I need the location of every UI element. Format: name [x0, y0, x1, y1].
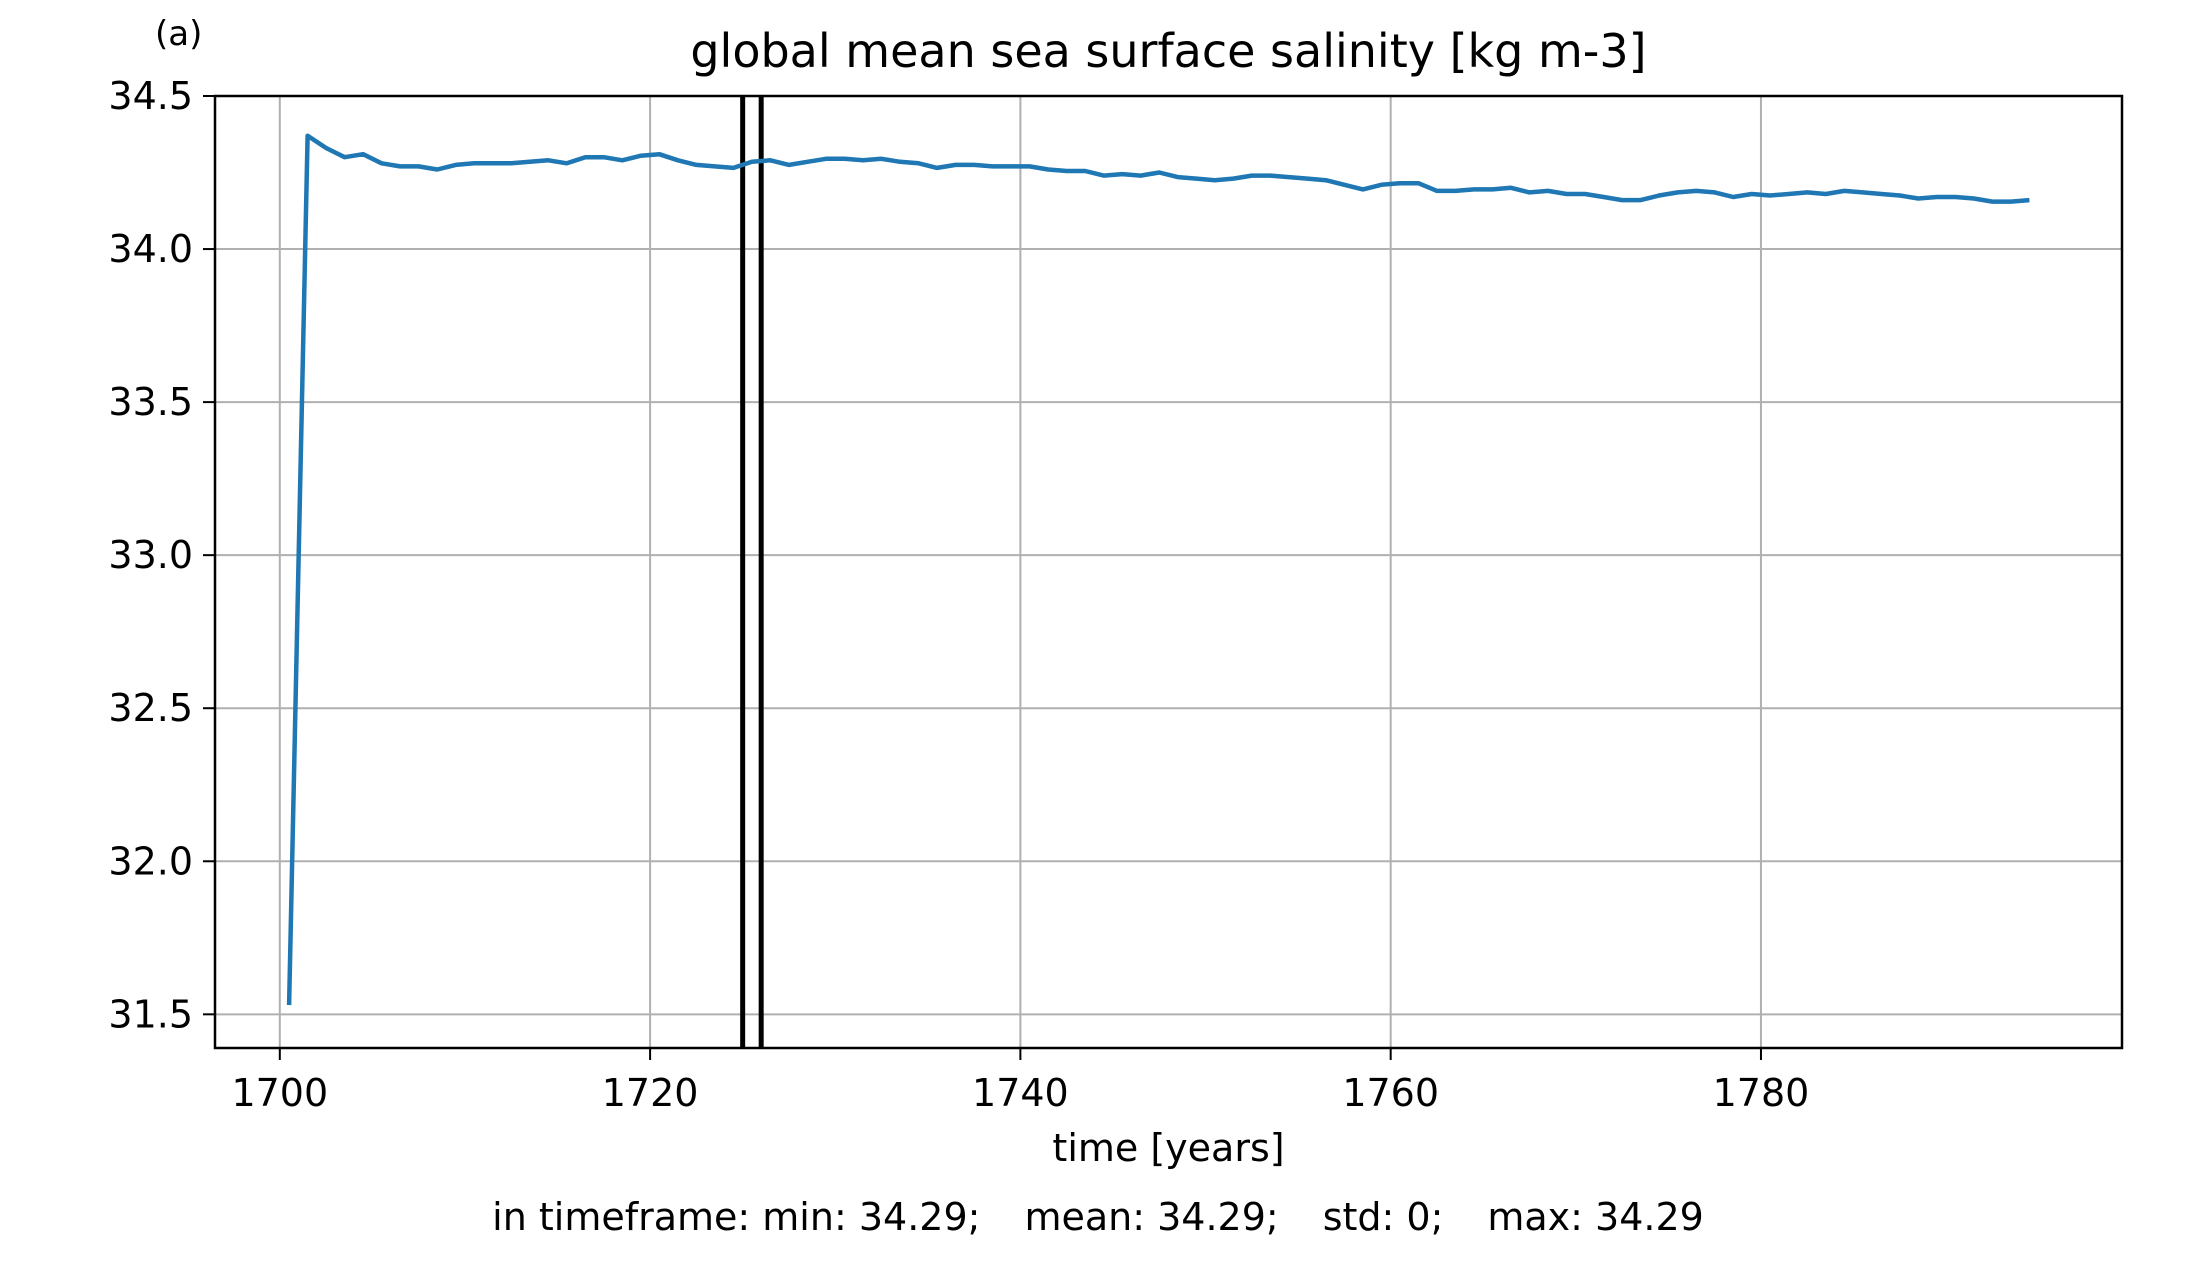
- panel-label: (a): [155, 14, 203, 54]
- axes-frame: [213, 94, 2124, 1050]
- y-tick-label: 31.5: [108, 992, 193, 1036]
- y-tick-label: 33.0: [108, 533, 193, 577]
- grid: [215, 95, 2122, 1048]
- chart-title: global mean sea surface salinity [kg m-3…: [690, 24, 1646, 78]
- x-tick-label: 1700: [231, 1071, 328, 1115]
- vertical-markers: [740, 96, 764, 1048]
- series: [286, 133, 2030, 1006]
- y-tick-label: 32.5: [108, 686, 193, 730]
- y-tick-label: 34.5: [108, 74, 193, 118]
- ticks: 1700 1720 1740 1760 1780 31.5 32.0 32.5 33.0 33.5…: [108, 74, 1809, 1115]
- stat-max: max: 34.29: [1487, 1195, 1704, 1239]
- x-tick-label: 1740: [972, 1071, 1069, 1115]
- y-tick-label: 34.0: [108, 227, 193, 271]
- y-tick-label: 32.0: [108, 839, 193, 883]
- stat-std: std: 0;: [1322, 1195, 1444, 1239]
- x-tick-label: 1720: [602, 1071, 699, 1115]
- y-tick-label: 33.5: [108, 380, 193, 424]
- series-line: [286, 133, 2030, 1006]
- stat-mean: mean: 34.29;: [1024, 1195, 1279, 1239]
- stats-line: in timeframe: min: 34.29; mean: 34.29; std…: [0, 1195, 2196, 1239]
- x-tick-label: 1780: [1713, 1071, 1810, 1115]
- x-tick-label: 1760: [1342, 1071, 1439, 1115]
- stat-min: in timeframe: min: 34.29;: [492, 1195, 981, 1239]
- x-axis-label: time [years]: [1052, 1126, 1284, 1170]
